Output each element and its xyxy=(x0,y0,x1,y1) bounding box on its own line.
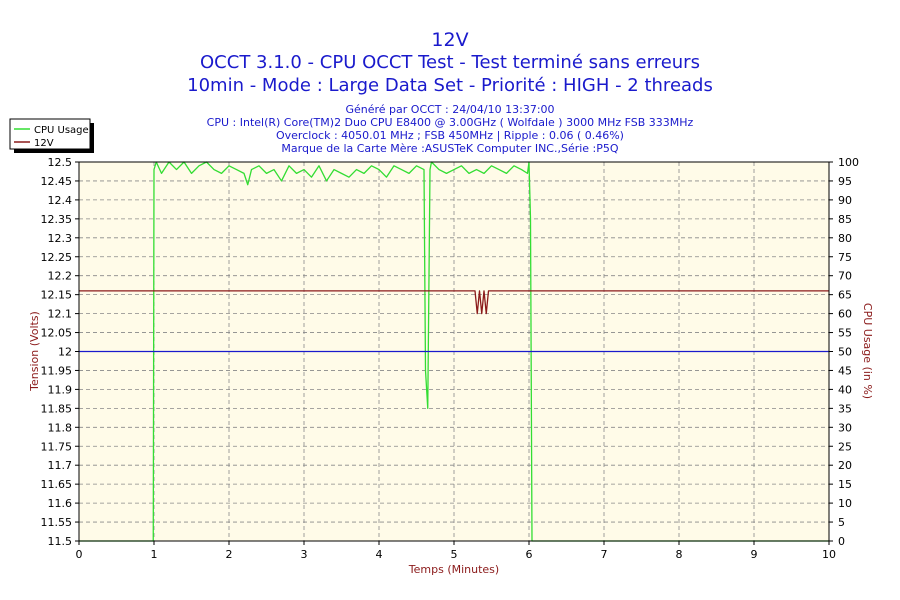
x-tick-label: 2 xyxy=(226,548,233,561)
y-left-tick-label: 12.05 xyxy=(41,327,73,340)
y-right-tick-label: 20 xyxy=(838,459,852,472)
y-left-tick-label: 11.7 xyxy=(48,459,73,472)
y-right-tick-label: 35 xyxy=(838,402,852,415)
y-right-tick-label: 5 xyxy=(838,516,845,529)
y-left-tick-label: 12.5 xyxy=(48,156,73,169)
y-left-tick-label: 12.4 xyxy=(48,194,73,207)
info-line-1: Généré par OCCT : 24/04/10 13:37:00 xyxy=(345,103,554,116)
y-left-tick-label: 12.15 xyxy=(41,289,73,302)
chart-title: 12V xyxy=(431,29,468,51)
y-right-tick-label: 0 xyxy=(838,535,845,548)
y-left-tick-label: 12.45 xyxy=(41,175,73,188)
y-right-tick-label: 10 xyxy=(838,497,852,510)
series-line-12v xyxy=(79,290,829,315)
legend-label-12v: 12V xyxy=(34,138,54,149)
y-left-tick-label: 11.6 xyxy=(48,497,73,510)
y-right-tick-label: 55 xyxy=(838,327,852,340)
y-left-tick-label: 11.95 xyxy=(41,364,73,377)
y-right-tick-label: 90 xyxy=(838,194,852,207)
y-left-tick-label: 12.1 xyxy=(48,308,73,321)
x-tick-label: 6 xyxy=(526,548,533,561)
y-right-tick-label: 75 xyxy=(838,251,852,264)
chart-subtitle-2: 10min - Mode : Large Data Set - Priorité… xyxy=(187,75,713,96)
x-tick-label: 0 xyxy=(76,548,83,561)
y-right-tick-label: 25 xyxy=(838,440,852,453)
y-left-tick-label: 11.5 xyxy=(48,535,73,548)
legend: CPU Usage 12V xyxy=(9,118,94,153)
x-axis-label: Temps (Minutes) xyxy=(408,563,499,576)
info-line-3: Overclock : 4050.01 MHz ; FSB 450MHz | R… xyxy=(276,129,624,142)
series-lines xyxy=(79,161,829,542)
y-left-tick-label: 11.75 xyxy=(41,440,73,453)
x-tick-label: 1 xyxy=(151,548,158,561)
info-line-2: CPU : Intel(R) Core(TM)2 Duo CPU E8400 @… xyxy=(207,116,694,129)
x-tick-label: 5 xyxy=(451,548,458,561)
x-tick-label: 9 xyxy=(751,548,758,561)
legend-label-cpu-usage: CPU Usage xyxy=(34,125,89,136)
y-right-tick-label: 85 xyxy=(838,213,852,226)
y-right-tick-label: 65 xyxy=(838,289,852,302)
y-left-tick-label: 12.2 xyxy=(48,270,73,283)
x-tick-label: 7 xyxy=(601,548,608,561)
y-left-tick-label: 12.35 xyxy=(41,213,73,226)
y-right-tick-label: 60 xyxy=(838,308,852,321)
y-right-tick-label: 70 xyxy=(838,270,852,283)
y-left-tick-label: 12.3 xyxy=(48,232,73,245)
y-right-tick-label: 45 xyxy=(838,364,852,377)
y-left-tick-label: 11.85 xyxy=(41,402,73,415)
chart-subtitle-1: OCCT 3.1.0 - CPU OCCT Test - Test termin… xyxy=(200,52,700,73)
y-right-tick-label: 100 xyxy=(838,156,859,169)
y-left-tick-label: 11.55 xyxy=(41,516,73,529)
x-tick-label: 8 xyxy=(676,548,683,561)
plot-frame xyxy=(78,161,830,542)
y-left-tick-label: 11.9 xyxy=(48,383,73,396)
y-right-tick-label: 95 xyxy=(838,175,852,188)
series-line-cpu-usage xyxy=(79,161,829,542)
y-left-tick-label: 11.65 xyxy=(41,478,73,491)
y-axis-left-label: Tension (Volts) xyxy=(28,311,41,392)
y-right-tick-label: 15 xyxy=(838,478,852,491)
y-right-tick-label: 40 xyxy=(838,383,852,396)
y-left-tick-label: 12.25 xyxy=(41,251,73,264)
y-left-tick-label: 11.8 xyxy=(48,421,73,434)
y-right-tick-label: 80 xyxy=(838,232,852,245)
y-axis-right-label: CPU Usage (in %) xyxy=(861,303,874,399)
info-line-4: Marque de la Carte Mère :ASUSTeK Compute… xyxy=(281,142,618,155)
y-left-tick-label: 12 xyxy=(58,346,72,359)
y-right-tick-label: 50 xyxy=(838,346,852,359)
x-tick-label: 4 xyxy=(376,548,383,561)
x-tick-label: 10 xyxy=(822,548,836,561)
x-tick-label: 3 xyxy=(301,548,308,561)
y-right-tick-label: 30 xyxy=(838,421,852,434)
